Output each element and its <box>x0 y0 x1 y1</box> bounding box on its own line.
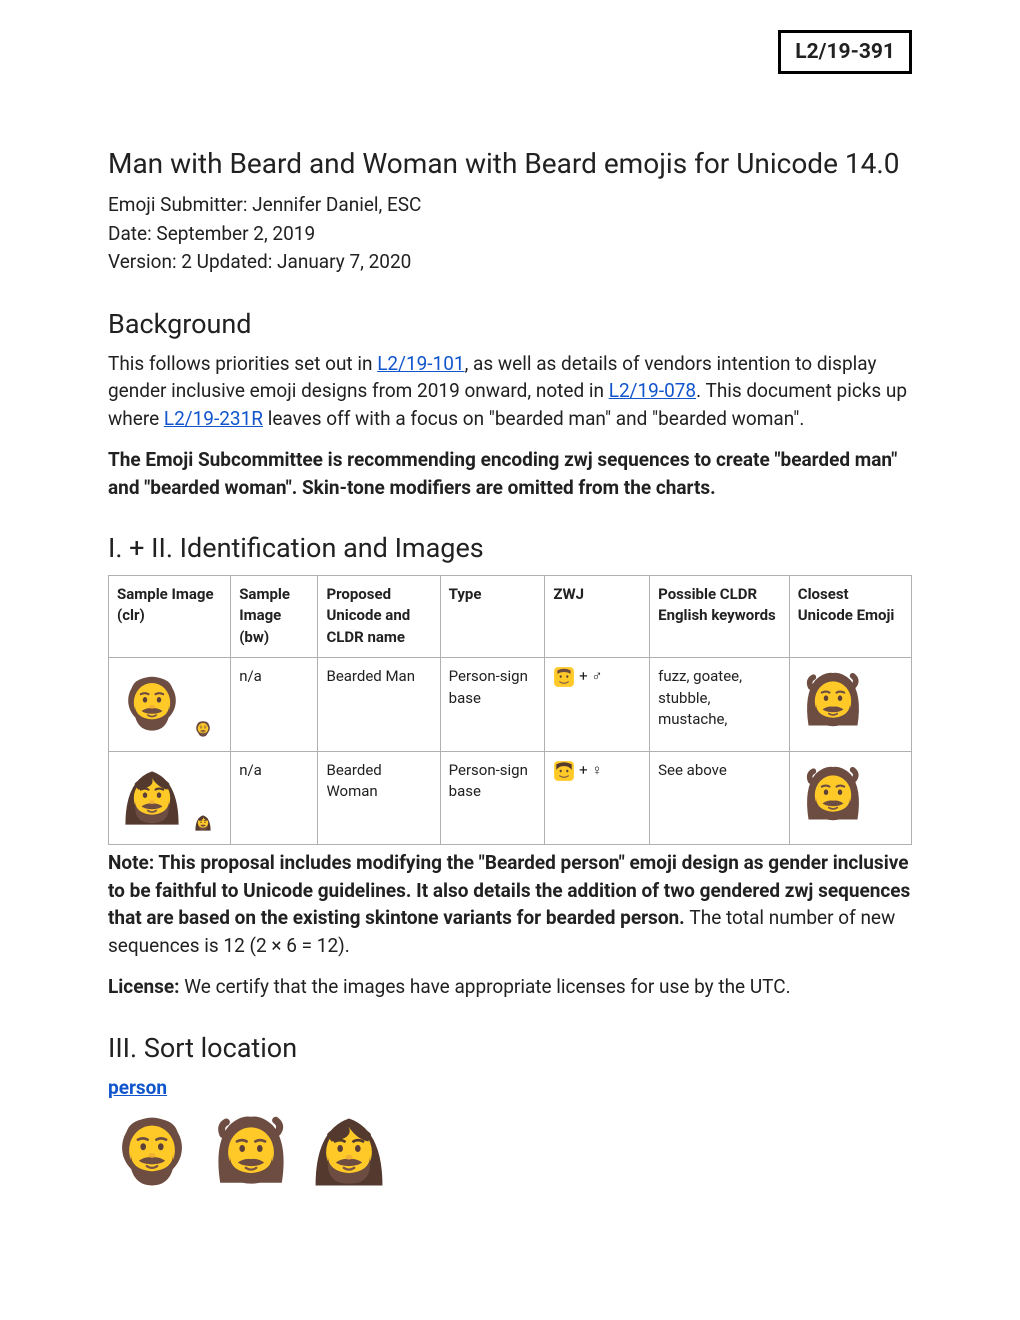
bearded-person-emoji-icon <box>207 1108 295 1196</box>
cell-sample-clr <box>109 657 231 751</box>
heading-identification: I. + II. Identification and Images <box>108 529 912 568</box>
heading-sort-location: III. Sort location <box>108 1029 912 1068</box>
link-l2-19-078[interactable]: L2/19-078 <box>609 379 696 402</box>
document-id-box: L2/19-391 <box>778 30 912 74</box>
license-text: We certify that the images have appropri… <box>184 975 790 998</box>
bearded-person-emoji-icon <box>798 760 868 830</box>
cell-keywords: fuzz, goatee, stubble, mustache, <box>650 657 790 751</box>
zwj-person-f-icon <box>553 760 575 782</box>
bearded-man-emoji-small-icon <box>193 719 213 739</box>
female-sign-icon: ♀ <box>591 761 602 779</box>
link-l2-19-101[interactable]: L2/19-101 <box>377 352 464 375</box>
cell-sample-clr <box>109 751 231 845</box>
cell-name: Bearded Man <box>318 657 440 751</box>
cell-closest <box>789 657 911 751</box>
link-person[interactable]: person <box>108 1076 167 1099</box>
zwj-person-icon <box>553 666 575 688</box>
cell-type: Person-sign base <box>440 657 545 751</box>
background-para-2: The Emoji Subcommittee is recommending e… <box>108 446 912 501</box>
table-row: n/a Bearded Man Person-sign base + ♂ fuz… <box>109 657 912 751</box>
meta-version: Version: 2 Updated: January 7, 2020 <box>108 248 912 277</box>
note-paragraph: Note: This proposal includes modifying t… <box>108 849 912 959</box>
th-type: Type <box>440 575 545 657</box>
meta-date: Date: September 2, 2019 <box>108 220 912 249</box>
cell-bw: n/a <box>231 657 318 751</box>
background-para-1: This follows priorities set out in L2/19… <box>108 350 912 433</box>
bearded-woman-emoji-icon <box>305 1108 393 1196</box>
meta-submitter: Emoji Submitter: Jennifer Daniel, ESC <box>108 191 912 220</box>
male-sign-icon: ♂ <box>591 667 602 685</box>
page-title: Man with Beard and Woman with Beard emoj… <box>108 144 912 185</box>
identification-table: Sample Image (clr) Sample Image (bw) Pro… <box>108 575 912 846</box>
th-sample-bw: Sample Image (bw) <box>231 575 318 657</box>
cell-closest <box>789 751 911 845</box>
cell-keywords: See above <box>650 751 790 845</box>
license-label: License: <box>108 975 184 998</box>
th-zwj: ZWJ <box>545 575 650 657</box>
th-sample-clr: Sample Image (clr) <box>109 575 231 657</box>
cell-zwj: + ♀ <box>545 751 650 845</box>
link-l2-19-231r[interactable]: L2/19-231R <box>164 407 263 430</box>
cell-type: Person-sign base <box>440 751 545 845</box>
license-paragraph: License: We certify that the images have… <box>108 973 912 1001</box>
bearded-woman-emoji-small-icon <box>193 813 213 833</box>
th-closest: Closest Unicode Emoji <box>789 575 911 657</box>
document-id: L2/19-391 <box>795 40 895 64</box>
bearded-man-emoji-icon <box>108 1108 196 1196</box>
cell-zwj: + ♂ <box>545 657 650 751</box>
bearded-woman-emoji-icon <box>117 763 187 833</box>
table-header-row: Sample Image (clr) Sample Image (bw) Pro… <box>109 575 912 657</box>
bearded-man-emoji-icon <box>117 669 187 739</box>
sort-emoji-row <box>108 1108 912 1204</box>
cell-name: Bearded Woman <box>318 751 440 845</box>
bearded-person-emoji-icon <box>798 666 868 736</box>
heading-background: Background <box>108 305 912 344</box>
th-proposed-name: Proposed Unicode and CLDR name <box>318 575 440 657</box>
th-keywords: Possible CLDR English keywords <box>650 575 790 657</box>
table-row: n/a Bearded Woman Person-sign base + ♀ S… <box>109 751 912 845</box>
cell-bw: n/a <box>231 751 318 845</box>
